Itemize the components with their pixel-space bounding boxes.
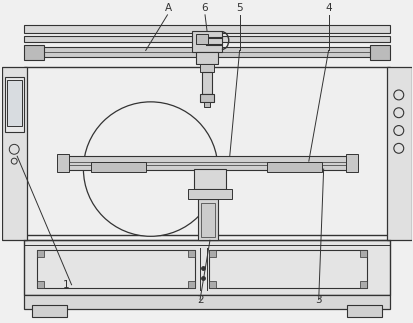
Bar	[386, 67, 411, 240]
Bar	[24, 295, 389, 309]
Text: 5: 5	[236, 3, 242, 13]
Bar	[32, 47, 381, 57]
Bar	[7, 80, 22, 126]
Bar	[188, 189, 231, 199]
Bar	[199, 94, 214, 102]
Text: 4: 4	[325, 3, 331, 13]
Bar	[201, 203, 214, 237]
Bar	[267, 162, 321, 172]
Text: A: A	[164, 3, 171, 13]
Text: 6: 6	[201, 3, 208, 13]
Bar	[24, 240, 389, 295]
Bar	[91, 162, 145, 172]
Bar	[347, 305, 381, 318]
Bar	[194, 169, 225, 189]
Bar	[196, 34, 207, 44]
Bar	[346, 154, 357, 172]
Bar	[359, 281, 366, 288]
Bar	[37, 250, 44, 257]
Bar	[37, 250, 195, 288]
Text: 1: 1	[63, 280, 70, 290]
Bar	[204, 102, 209, 107]
Bar	[188, 281, 195, 288]
Bar	[5, 77, 24, 131]
Bar	[188, 250, 195, 257]
Bar	[2, 67, 27, 240]
Circle shape	[83, 102, 217, 236]
Bar	[32, 305, 66, 318]
Text: 3: 3	[315, 295, 321, 305]
Bar	[209, 250, 366, 288]
Bar	[209, 281, 215, 288]
Bar	[24, 36, 389, 42]
Bar	[198, 199, 217, 240]
Bar	[199, 64, 214, 72]
Bar	[57, 154, 69, 172]
Bar	[37, 281, 44, 288]
Bar	[62, 156, 352, 170]
Bar	[369, 45, 389, 60]
Bar	[192, 31, 221, 52]
Bar	[202, 72, 211, 94]
Text: 2: 2	[196, 295, 203, 305]
Bar	[24, 67, 389, 235]
Bar	[24, 25, 389, 33]
Bar	[24, 45, 44, 60]
Bar	[359, 250, 366, 257]
Bar	[209, 250, 215, 257]
Bar	[196, 52, 217, 64]
